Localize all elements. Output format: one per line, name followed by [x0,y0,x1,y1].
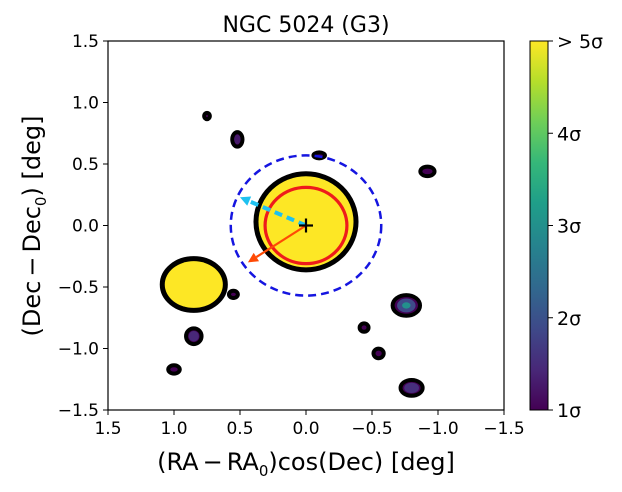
colorbar-tick-label-3: 4σ [557,123,581,145]
x-tick-label-5: −1.0 [417,419,458,439]
orange-arrow-shaft [255,224,307,258]
y-axis-label: (Dec−Dec0) [deg] [18,116,50,337]
cyan-dashed-arrow-shaft [248,199,307,228]
colorbar-ticks: 1σ 2σ 3σ 4σ > 5σ [548,31,603,422]
y-tick-label-4: −0.5 [58,278,99,298]
y-tick-label-1: 1.0 [72,94,99,114]
x-tick-label-3: 0.0 [292,419,319,439]
colorbar-tick-label-4: > 5σ [557,31,603,53]
colorbar-tick-label-1: 2σ [557,308,581,330]
y-tick-label-0: 1.5 [72,32,99,52]
red-circle [263,185,349,266]
y-tick-label-3: 0.0 [72,217,99,237]
y-ticks: 1.5 1.0 0.5 0.0 −0.5 −1.0 −1.5 [58,32,108,421]
y-tick-label-2: 0.5 [72,155,99,175]
contour-blob-fill-2 [230,292,236,296]
x-ticks: 1.5 1.0 0.5 0.0 −0.5 −1.0 −1.5 [94,410,525,439]
x-tick-label-2: 0.5 [226,419,253,439]
contour-blob-inner-10 [404,382,419,394]
contour-blob-fill-9 [375,350,382,357]
contour-blob-peak-7 [402,302,411,309]
colorbar [529,40,549,411]
dashed-circle [229,154,383,297]
contour-blob-fill-3 [206,114,208,118]
contour-blob-fill-12 [170,367,178,372]
contour-blob-fill-8 [361,325,367,330]
x-axis-label: (RA − RA0)cos(Dec) [deg] [157,448,455,480]
y-tick-label-6: −1.5 [58,401,99,421]
orange-arrow-head [247,252,260,263]
x-tick-label-6: −1.5 [483,419,524,439]
colorbar-tick-label-2: 3σ [557,216,581,238]
colorbar-tick-label-0: 1σ [557,400,581,422]
contour-blob-core-1 [164,261,223,308]
contour-blob-inner-11 [188,331,199,342]
y-tick-label-5: −1.0 [58,340,99,360]
x-tick-label-4: −0.5 [351,419,392,439]
contour-blob-inner-4 [234,134,241,145]
x-tick-label-0: 1.5 [94,419,121,439]
contour-blob-fill-6 [422,168,433,175]
plot-marks [159,110,437,398]
x-tick-label-1: 1.0 [160,419,187,439]
cyan-dashed-arrow-head [240,196,252,206]
chart-title: NGC 5024 (G3) [222,13,389,38]
